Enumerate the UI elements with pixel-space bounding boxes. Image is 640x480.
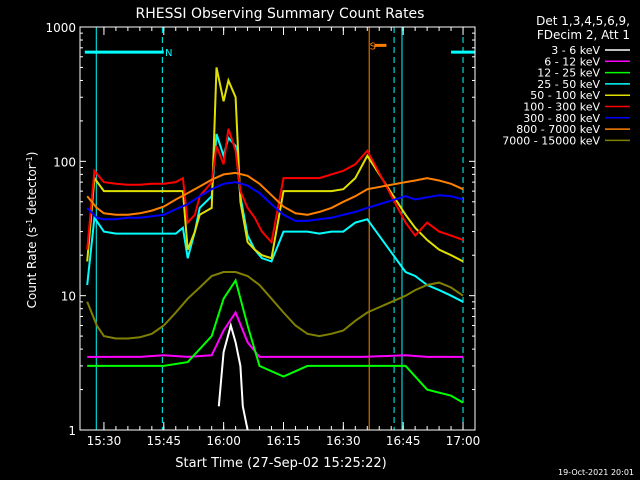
series-line (86, 67, 464, 263)
x-tick-label: 15:45 (146, 434, 181, 448)
x-tick-label: 16:30 (326, 434, 361, 448)
ylabel-main: Count Rate (s (25, 227, 39, 309)
y-tick-label: 100 (53, 155, 76, 169)
legend-label: 25 - 50 keV (537, 78, 600, 91)
x-axis-label: Start Time (27-Sep-02 15:25:22) (175, 456, 386, 471)
mode-annotation: S (370, 41, 376, 52)
legend-label: 6 - 12 keV (544, 55, 600, 68)
legend-label: 12 - 25 keV (537, 67, 600, 80)
series-line (86, 181, 464, 222)
plot-frame (79, 26, 476, 431)
ylabel-sup1: -1 (25, 219, 34, 227)
legend-label: 100 - 300 keV (523, 101, 600, 114)
ylabel-sup2: -1 (25, 156, 34, 164)
legend-label: 3 - 6 keV (551, 44, 600, 57)
legend-label: 7000 - 15000 keV (502, 134, 600, 147)
y-axis-label: Count Rate (s-1 detector-1) (25, 152, 40, 309)
legend-header-line-2: FDecim 2, Att 1 (537, 28, 630, 42)
x-tick-label: 15:30 (87, 434, 122, 448)
y-tick-label: 1000 (45, 21, 76, 35)
series-line (86, 171, 464, 216)
y-tick-label: 1 (68, 424, 76, 438)
y-tick-label: 10 (61, 290, 76, 304)
footer-timestamp: 19-Oct-2021 20:01 (558, 468, 634, 477)
ylabel-mid: detector (25, 164, 39, 219)
legend-header-line-1: Det 1,3,4,5,6,9, (536, 14, 630, 28)
chart-title: RHESSI Observing Summary Count Rates (136, 6, 425, 22)
series-line (86, 271, 464, 340)
legend-label: 800 - 7000 keV (516, 123, 600, 136)
x-tick-label: 16:15 (266, 434, 301, 448)
series-line (217, 321, 249, 430)
legend-label: 50 - 100 keV (530, 89, 600, 102)
legend-label: 300 - 800 keV (523, 112, 600, 125)
mode-annotation: N (165, 48, 172, 59)
series-line (86, 128, 464, 250)
x-tick-label: 16:45 (386, 434, 421, 448)
x-tick-label: 16:00 (206, 434, 241, 448)
series-line (87, 277, 464, 404)
svg-text:Count Rate (s-1 detector-1): Count Rate (s-1 detector-1) (25, 152, 40, 309)
ylabel-end: ) (25, 152, 39, 157)
x-tick-label: 17:00 (446, 434, 481, 448)
series-line (87, 310, 463, 358)
